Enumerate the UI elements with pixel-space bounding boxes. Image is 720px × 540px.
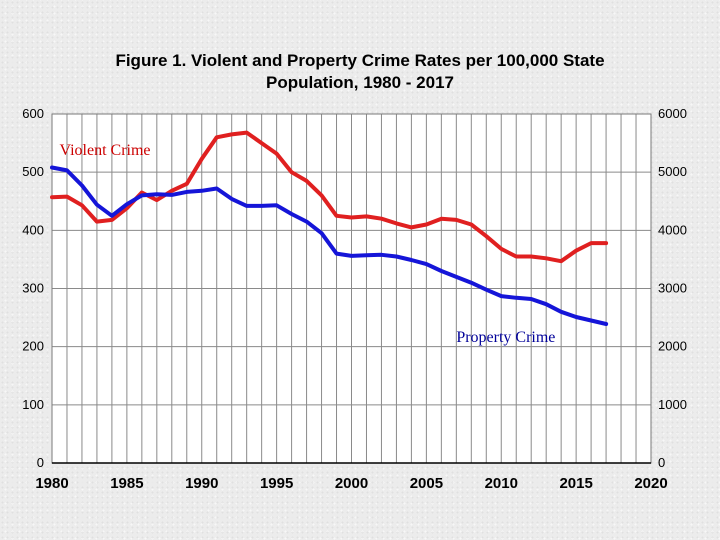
y-tick-right: 4000	[658, 222, 687, 237]
chart-title-line-1: Figure 1. Violent and Property Crime Rat…	[115, 51, 605, 70]
chart-title-line-2: Population, 1980 - 2017	[265, 73, 454, 92]
x-tick: 2015	[559, 475, 592, 492]
y-tick-right: 2000	[658, 339, 687, 354]
tick-labels: 0100200300400500600010002000300040005000…	[22, 106, 687, 492]
annotation-property-crime: Property Crime	[456, 329, 555, 346]
x-tick: 1995	[260, 475, 293, 492]
y-tick-right: 6000	[658, 106, 687, 121]
y-tick-left: 200	[22, 339, 44, 354]
x-tick: 2020	[634, 475, 667, 492]
series-lines	[50, 130, 609, 326]
y-tick-left: 0	[37, 455, 44, 470]
axes	[51, 113, 652, 464]
x-tick: 1980	[35, 475, 68, 492]
annotation-violent-crime: Violent Crime	[59, 142, 150, 159]
y-tick-left: 400	[22, 222, 44, 237]
series-line-property-crime	[50, 165, 609, 326]
y-tick-right: 1000	[658, 397, 687, 412]
x-tick: 2005	[410, 475, 443, 492]
x-tick: 1990	[185, 475, 218, 492]
x-tick: 2000	[335, 475, 368, 492]
y-tick-left: 300	[22, 281, 44, 296]
y-tick-left: 500	[22, 164, 44, 179]
y-tick-right: 0	[658, 455, 665, 470]
x-tick: 1985	[110, 475, 143, 492]
y-tick-right: 3000	[658, 281, 687, 296]
chart-title: Figure 1. Violent and Property Crime Rat…	[0, 50, 720, 94]
y-tick-left: 100	[22, 397, 44, 412]
x-tick: 2010	[485, 475, 518, 492]
y-tick-left: 600	[22, 106, 44, 121]
annotations: Violent Crime Property Crime	[59, 142, 555, 346]
gridlines	[51, 113, 652, 464]
y-tick-right: 5000	[658, 164, 687, 179]
